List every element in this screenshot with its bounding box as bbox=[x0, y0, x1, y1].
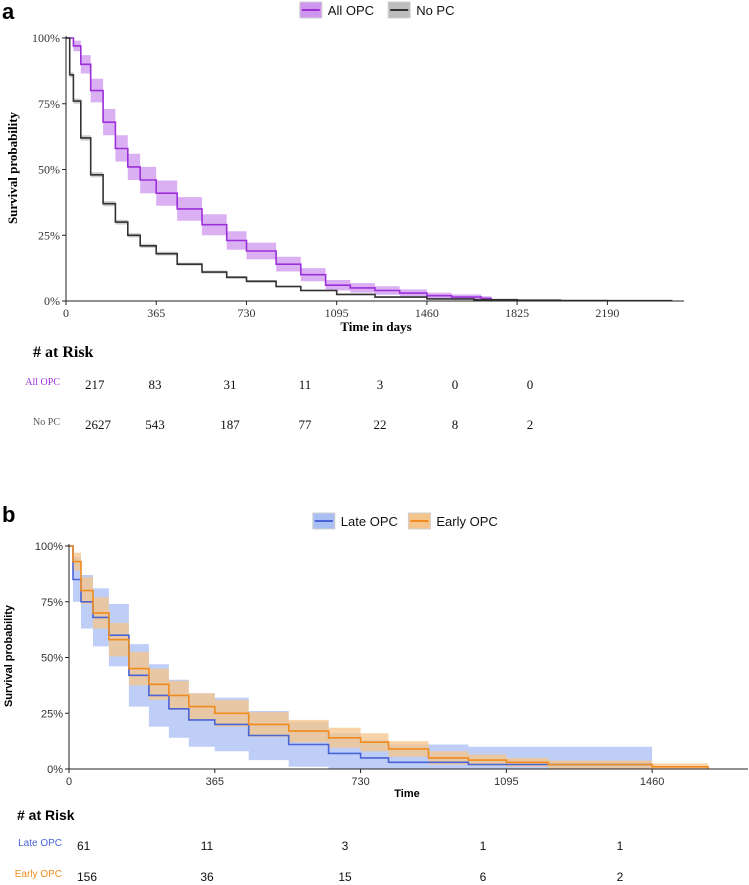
risk-value: 2627 bbox=[85, 417, 112, 432]
all-opc-confidence-band bbox=[66, 38, 492, 301]
risk-value: 0 bbox=[452, 377, 459, 392]
risk-value: 11 bbox=[299, 377, 312, 392]
panel-a-legend: All OPC No PC bbox=[299, 1, 454, 19]
panel-a-risk-table-title: # at Risk bbox=[33, 344, 94, 361]
risk-row-label: Early OPC bbox=[15, 869, 62, 880]
risk-value: 2 bbox=[527, 417, 534, 432]
legend-label: Late OPC bbox=[341, 514, 398, 529]
panel-b-y-axis-label: Survival probability bbox=[3, 604, 15, 707]
y-tick-label: 25% bbox=[38, 228, 60, 242]
early-opc-survival-line bbox=[69, 545, 709, 769]
legend-item-late-opc: Late OPC bbox=[312, 512, 398, 530]
risk-value: 8 bbox=[452, 417, 459, 432]
early-opc-confidence-band bbox=[69, 546, 709, 769]
x-tick-label: 0 bbox=[63, 306, 69, 320]
panel-a-confidence-bands bbox=[66, 38, 672, 301]
legend-label: Early OPC bbox=[436, 514, 497, 529]
risk-value: 36 bbox=[200, 870, 214, 884]
x-tick-label: 2190 bbox=[595, 306, 619, 320]
y-tick-label: 100% bbox=[35, 541, 63, 553]
no-pc-confidence-band bbox=[66, 38, 672, 301]
legend-item-no-pc: No PC bbox=[387, 1, 454, 19]
risk-row-early-opc: Early OPC 156 36 15 6 2 bbox=[15, 869, 624, 884]
panel-a-survival-lines bbox=[66, 37, 673, 302]
y-tick-label: 100% bbox=[32, 31, 60, 45]
x-tick-label: 0 bbox=[66, 776, 72, 788]
y-tick-label: 50% bbox=[38, 163, 60, 177]
panel-a-y-axis-label: Survival probability bbox=[5, 111, 20, 224]
risk-value: 3 bbox=[377, 377, 384, 392]
x-tick-label: 1825 bbox=[505, 306, 529, 320]
risk-value: 543 bbox=[145, 417, 165, 432]
risk-value: 22 bbox=[374, 417, 387, 432]
risk-value: 77 bbox=[299, 417, 313, 432]
y-tick-label: 75% bbox=[38, 97, 60, 111]
risk-value: 1 bbox=[617, 839, 624, 853]
all-opc-survival-line bbox=[66, 37, 492, 301]
legend-item-early-opc: Early OPC bbox=[407, 512, 498, 530]
panel-b-axes: 0% 25% 50% 75% 100% 0 365 730 1095 1460 bbox=[35, 541, 748, 788]
y-tick-label: 50% bbox=[41, 653, 63, 665]
panel-b-legend: Late OPC Early OPC bbox=[312, 512, 498, 530]
panel-b-confidence-bands bbox=[69, 546, 709, 769]
risk-row-all-opc: All OPC 217 83 31 11 3 0 0 bbox=[25, 377, 533, 392]
risk-value: 187 bbox=[220, 417, 240, 432]
panel-a: a All OPC No PC 0% 25% 50% 75% 100% 0 365 730 109… bbox=[2, 0, 684, 432]
x-tick-label: 730 bbox=[351, 776, 369, 788]
risk-row-label: No PC bbox=[33, 417, 60, 428]
legend-label: All OPC bbox=[328, 3, 374, 18]
legend-item-all-opc: All OPC bbox=[299, 1, 374, 19]
risk-value: 6 bbox=[480, 870, 487, 884]
risk-value: 1 bbox=[480, 839, 487, 853]
risk-row-late-opc: Late OPC 61 11 3 1 1 bbox=[18, 838, 624, 853]
panel-a-letter: a bbox=[2, 0, 15, 24]
panel-b-survival-lines bbox=[69, 545, 709, 769]
panel-a-x-axis-label: Time in days bbox=[340, 319, 411, 334]
x-tick-label: 1460 bbox=[640, 776, 664, 788]
risk-value: 31 bbox=[224, 377, 237, 392]
x-tick-label: 1095 bbox=[325, 306, 349, 320]
y-tick-label: 0% bbox=[44, 294, 60, 308]
risk-value: 3 bbox=[342, 839, 349, 853]
risk-row-no-pc: No PC 2627 543 187 77 22 8 2 bbox=[33, 417, 533, 432]
panel-a-risk-table: All OPC 217 83 31 11 3 0 0 No PC 2627 543 187 77 22 8 2 bbox=[25, 377, 533, 432]
risk-row-label: Late OPC bbox=[18, 838, 62, 849]
panel-a-axes: 0% 25% 50% 75% 100% 0 365 730 1095 1460 1825 2190 bbox=[32, 31, 684, 320]
legend-label: No PC bbox=[416, 3, 454, 18]
risk-value: 2 bbox=[617, 870, 624, 884]
risk-value: 217 bbox=[85, 377, 105, 392]
panel-b-risk-table-title: # at Risk bbox=[17, 807, 75, 823]
x-tick-label: 1460 bbox=[415, 306, 439, 320]
risk-value: 83 bbox=[149, 377, 162, 392]
panel-b-letter: b bbox=[2, 502, 15, 527]
risk-row-label: All OPC bbox=[25, 377, 60, 388]
x-tick-label: 730 bbox=[237, 306, 255, 320]
risk-value: 61 bbox=[77, 839, 91, 853]
risk-value: 15 bbox=[338, 870, 352, 884]
x-tick-label: 365 bbox=[206, 776, 224, 788]
panel-b: b Late OPC Early OPC 0% 25% 50% 75% 100% 0 365 7… bbox=[2, 502, 748, 884]
risk-value: 11 bbox=[201, 839, 214, 853]
x-tick-label: 365 bbox=[147, 306, 165, 320]
no-pc-survival-line bbox=[66, 37, 673, 302]
y-tick-label: 25% bbox=[41, 708, 63, 720]
risk-value: 0 bbox=[527, 377, 534, 392]
y-tick-label: 75% bbox=[41, 597, 63, 609]
x-tick-label: 1095 bbox=[494, 776, 518, 788]
panel-b-x-axis-label: Time bbox=[394, 788, 419, 800]
risk-value: 156 bbox=[77, 870, 97, 884]
y-tick-label: 0% bbox=[47, 764, 63, 776]
